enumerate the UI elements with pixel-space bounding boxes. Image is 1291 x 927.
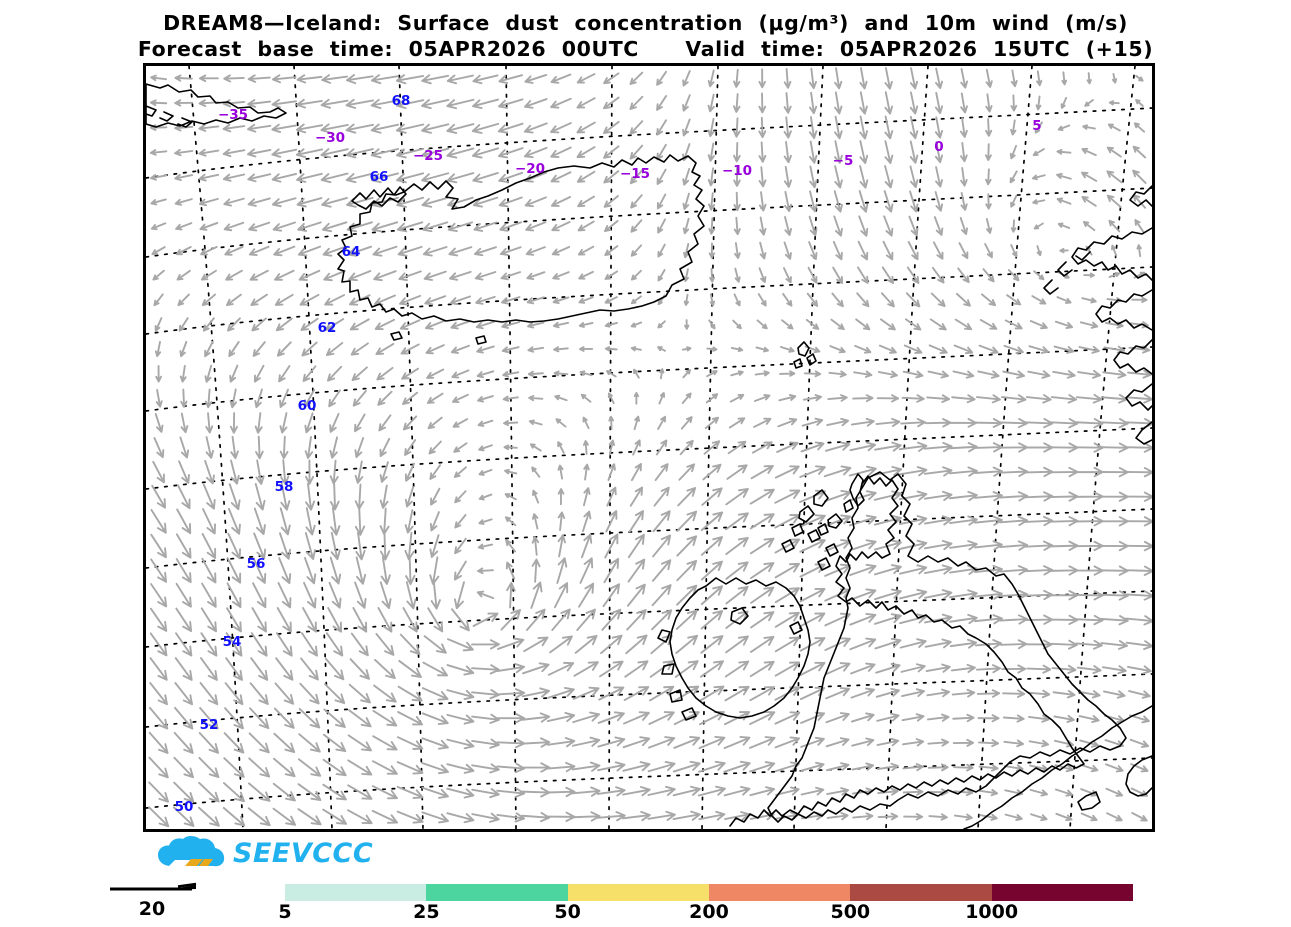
coastlines <box>146 83 1152 829</box>
colorbar-tick-200: 200 <box>689 901 729 923</box>
colorbar-tick-labels: 5 25 50 200 500 1000 <box>278 901 1133 927</box>
chart-subtitle: Forecast base time: 05APR2026 00UTC Vali… <box>137 37 1154 61</box>
colorbar <box>285 884 1133 901</box>
page-title: DREAM8—Iceland: Surface dust concentrati… <box>163 11 1128 35</box>
colorbar-tick-1000: 1000 <box>965 901 1019 923</box>
chart-title-block: DREAM8—Iceland: Surface dust concentrati… <box>0 10 1291 62</box>
colorbar-segment-1 <box>285 884 427 901</box>
colorbar-segment-2 <box>426 884 568 901</box>
wind-vector-field <box>148 67 1152 828</box>
colorbar-segment-5 <box>850 884 992 901</box>
colorbar-segment-3 <box>567 884 709 901</box>
map-canvas <box>146 66 1152 829</box>
logo-cloud-icon <box>158 836 225 867</box>
wind-reference-vector: 20 <box>108 880 218 920</box>
colorbar-segment-6 <box>991 884 1133 901</box>
wind-reference-label: 20 <box>138 898 166 920</box>
colorbar-tick-5: 5 <box>278 901 292 923</box>
colorbar-tick-500: 500 <box>830 901 871 923</box>
colorbar-segment-4 <box>708 884 851 901</box>
colorbar-tick-25: 25 <box>413 901 440 923</box>
colorbar-tick-50: 50 <box>554 901 581 923</box>
seevccc-logo: SEEVCCC <box>155 836 373 874</box>
map-panel: 68 66 64 62 60 58 56 54 52 50 −35 −30 −25 −20 −15 −10 −5… <box>143 63 1155 832</box>
logo-text: SEEVCCC <box>233 838 374 869</box>
wind-arrow-icon <box>110 882 197 891</box>
